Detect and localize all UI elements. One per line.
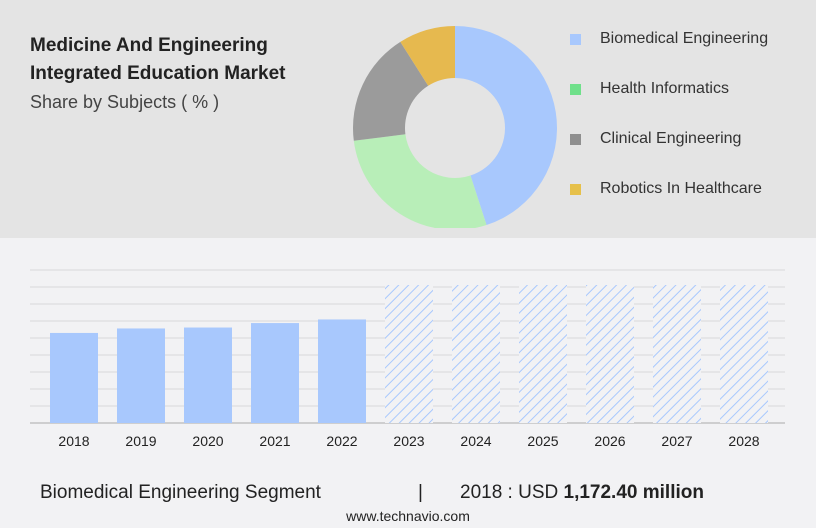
legend-swatch bbox=[570, 183, 581, 195]
donut-chart bbox=[352, 26, 558, 228]
segment-label: Biomedical Engineering Segment bbox=[40, 482, 321, 503]
footer-value: 2018 : USD 1,172.40 million bbox=[460, 482, 704, 504]
bar-2018 bbox=[50, 332, 98, 423]
bar-2020 bbox=[184, 327, 232, 423]
separator: | bbox=[418, 482, 423, 503]
x-tick-label: 2022 bbox=[326, 433, 357, 449]
donut-slice bbox=[400, 26, 455, 86]
bar-2021 bbox=[251, 323, 299, 423]
bar-forecast-2028 bbox=[720, 285, 768, 423]
x-tick-label: 2020 bbox=[192, 433, 223, 449]
bar-chart: 2018 2019 2020 2021 2022 2023 2024 2025 2026 2027… bbox=[30, 269, 785, 449]
x-tick-label: 2027 bbox=[661, 433, 692, 449]
legend-item: Clinical Engineering bbox=[570, 114, 768, 164]
source-url: www.technavio.com bbox=[346, 508, 470, 524]
legend-label: Robotics In Healthcare bbox=[600, 180, 762, 197]
title-line-1: Medicine And Engineering bbox=[30, 35, 268, 56]
bar-forecast-2024 bbox=[452, 285, 500, 423]
legend: Biomedical Engineering Health Informatic… bbox=[570, 14, 768, 214]
donut-slice bbox=[352, 41, 429, 141]
bar-forecast-2026 bbox=[586, 285, 634, 423]
bar-2019 bbox=[117, 328, 165, 423]
legend-label: Health Informatics bbox=[600, 80, 729, 97]
x-tick-label: 2018 bbox=[58, 433, 89, 449]
chart-title: Medicine And Engineering Integrated Educa… bbox=[30, 32, 286, 88]
bar-2022 bbox=[318, 319, 366, 423]
bar-forecast-2023 bbox=[385, 285, 433, 423]
legend-swatch bbox=[570, 83, 581, 95]
legend-item: Health Informatics bbox=[570, 64, 768, 114]
x-tick-label: 2024 bbox=[460, 433, 491, 449]
x-tick-label: 2023 bbox=[393, 433, 424, 449]
legend-item: Robotics In Healthcare bbox=[570, 164, 768, 214]
legend-label: Biomedical Engineering bbox=[600, 30, 769, 47]
x-tick-label: 2028 bbox=[728, 433, 759, 449]
chart-subtitle: Share by Subjects ( % ) bbox=[30, 92, 220, 112]
legend-label: Clinical Engineering bbox=[600, 130, 742, 147]
x-tick-label: 2025 bbox=[527, 433, 558, 449]
x-tick-label: 2021 bbox=[259, 433, 290, 449]
bar-forecast-2027 bbox=[653, 285, 701, 423]
x-tick-label: 2026 bbox=[594, 433, 625, 449]
donut-slice bbox=[353, 134, 487, 228]
legend-swatch bbox=[570, 33, 581, 45]
title-line-2: Integrated Education Market bbox=[30, 63, 286, 84]
donut-slice bbox=[455, 26, 558, 226]
legend-item: Biomedical Engineering bbox=[570, 14, 768, 64]
bar-forecast-2025 bbox=[519, 285, 567, 423]
year-label: 2018 : USD bbox=[460, 482, 559, 503]
x-tick-label: 2019 bbox=[125, 433, 156, 449]
legend-swatch bbox=[570, 133, 581, 145]
value-label: 1,172.40 million bbox=[563, 482, 704, 503]
